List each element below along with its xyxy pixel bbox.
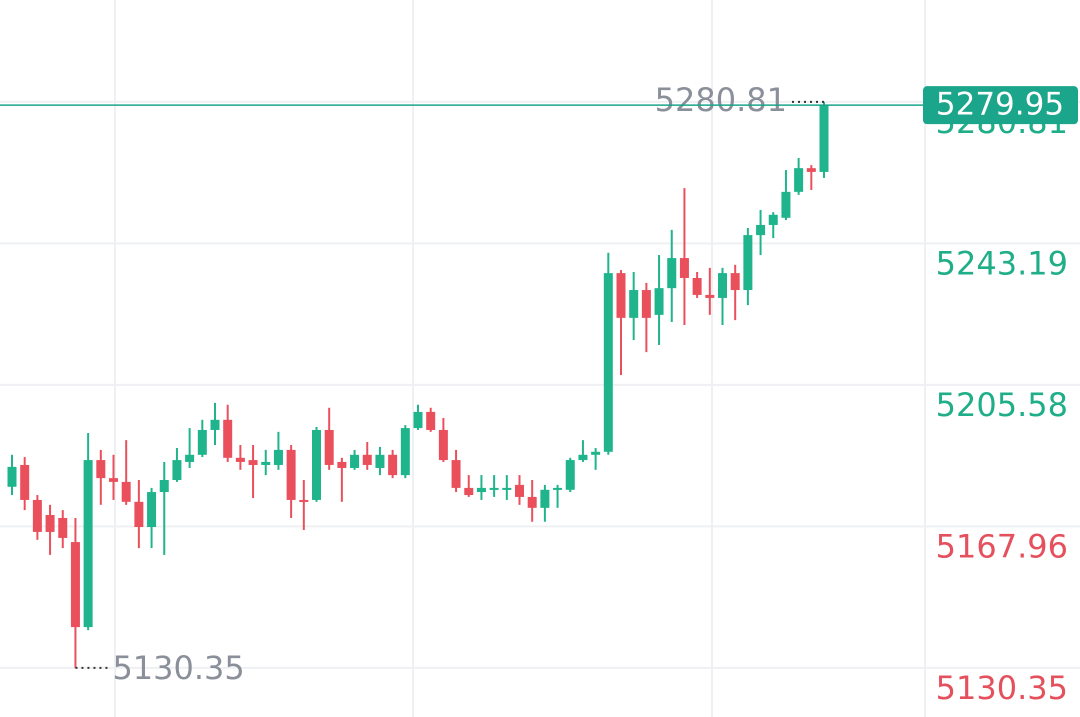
candle-body bbox=[616, 273, 626, 318]
candle-body bbox=[515, 484, 524, 497]
candle-body bbox=[705, 294, 715, 298]
candle-body bbox=[692, 277, 702, 295]
candle-body bbox=[273, 449, 283, 465]
candle-body bbox=[261, 461, 271, 465]
candle-body bbox=[629, 290, 639, 318]
candle-body bbox=[756, 224, 766, 236]
candle-body bbox=[578, 454, 588, 461]
candle-body bbox=[172, 460, 182, 481]
candle-body bbox=[781, 191, 791, 218]
candle-body bbox=[565, 460, 575, 490]
candle-body bbox=[20, 464, 30, 500]
candle-body bbox=[45, 514, 55, 532]
candle-body bbox=[476, 487, 486, 493]
candle-body bbox=[312, 429, 321, 500]
candle-body bbox=[197, 429, 207, 455]
candle-body bbox=[527, 496, 537, 508]
candle-body bbox=[819, 105, 829, 172]
candle-body bbox=[413, 411, 423, 429]
candle-body bbox=[426, 411, 436, 430]
candle-body bbox=[134, 501, 144, 528]
y-tick-label: 5243.19 bbox=[936, 244, 1068, 282]
candle-body bbox=[730, 273, 740, 291]
candle-body bbox=[451, 460, 461, 488]
candle-body bbox=[388, 454, 398, 476]
candle-body bbox=[159, 480, 169, 493]
candle-body bbox=[667, 258, 677, 289]
candle-body bbox=[286, 449, 296, 500]
candle-body bbox=[768, 214, 778, 225]
candle-body bbox=[743, 235, 753, 291]
candle-body bbox=[464, 487, 474, 496]
candle-body bbox=[121, 481, 131, 502]
candle-body bbox=[489, 487, 499, 490]
y-tick-label: 5205.58 bbox=[936, 386, 1068, 424]
candle-body bbox=[7, 466, 17, 487]
candle-body bbox=[794, 168, 804, 192]
candle-body bbox=[553, 487, 563, 490]
candle-body bbox=[350, 454, 360, 468]
candle-body bbox=[185, 454, 195, 462]
y-tick-label: 5130.35 bbox=[936, 669, 1068, 707]
candle-body bbox=[375, 454, 385, 468]
candle-body bbox=[603, 273, 613, 452]
candle-body bbox=[591, 451, 601, 455]
candle-body bbox=[147, 492, 157, 528]
candle-body bbox=[223, 419, 233, 458]
candle-body bbox=[654, 288, 664, 315]
candle-body bbox=[96, 460, 106, 479]
min-annotation: 5130.35 bbox=[112, 649, 244, 687]
candle-body bbox=[540, 489, 550, 508]
candle-body bbox=[299, 499, 309, 502]
candle-body bbox=[32, 499, 42, 532]
candle-body bbox=[400, 428, 410, 476]
candle-body bbox=[502, 487, 512, 490]
candle-body bbox=[210, 419, 220, 430]
candle-body bbox=[438, 429, 448, 461]
vertical-grid bbox=[114, 0, 926, 717]
y-tick-label: 5167.96 bbox=[936, 527, 1068, 565]
candle-body bbox=[362, 454, 372, 465]
candle-body bbox=[70, 542, 80, 628]
candle-body bbox=[641, 290, 651, 318]
candle-body bbox=[806, 168, 816, 172]
candle-body bbox=[83, 460, 93, 628]
candle-body bbox=[337, 461, 347, 468]
candle-body bbox=[248, 460, 258, 465]
last-price-badge bbox=[923, 86, 1078, 125]
max-annotation: 5280.81 bbox=[655, 81, 787, 119]
candle-body bbox=[718, 273, 727, 298]
candle-body bbox=[679, 258, 689, 278]
last-price-label: 5279.95 bbox=[936, 87, 1064, 123]
candle-body bbox=[235, 457, 245, 462]
candle-body bbox=[109, 478, 118, 482]
candle-body bbox=[58, 518, 68, 538]
candle-body bbox=[324, 429, 334, 465]
